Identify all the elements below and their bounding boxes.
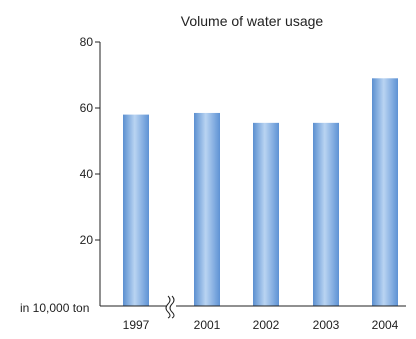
axis-break-mark-right (169, 295, 175, 319)
bar-2001 (194, 112, 220, 306)
y-tick-label-40: 40 (80, 167, 94, 181)
x-tick-label-2004: 2004 (372, 318, 399, 332)
x-tick-label-1997: 1997 (123, 318, 150, 332)
bar-2003 (313, 122, 339, 306)
y-tick-label-80: 80 (80, 35, 94, 49)
bar-2002 (253, 122, 279, 306)
chart-title: Volume of water usage (181, 13, 324, 29)
y-tick-label-60: 60 (80, 101, 94, 115)
x-tick-label-2003: 2003 (313, 318, 340, 332)
y-unit-label: in 10,000 ton (20, 301, 89, 315)
bars-group (123, 78, 398, 306)
x-tick-label-2001: 2001 (194, 318, 221, 332)
x-tick-label-2002: 2002 (253, 318, 280, 332)
bar-2004 (372, 78, 398, 306)
axes-group: 20 40 60 80 1997 2001 2002 2003 2004 (80, 35, 406, 332)
axis-break-mark-left (165, 295, 171, 319)
bar-1997 (123, 114, 149, 306)
y-tick-label-20: 20 (80, 233, 94, 247)
